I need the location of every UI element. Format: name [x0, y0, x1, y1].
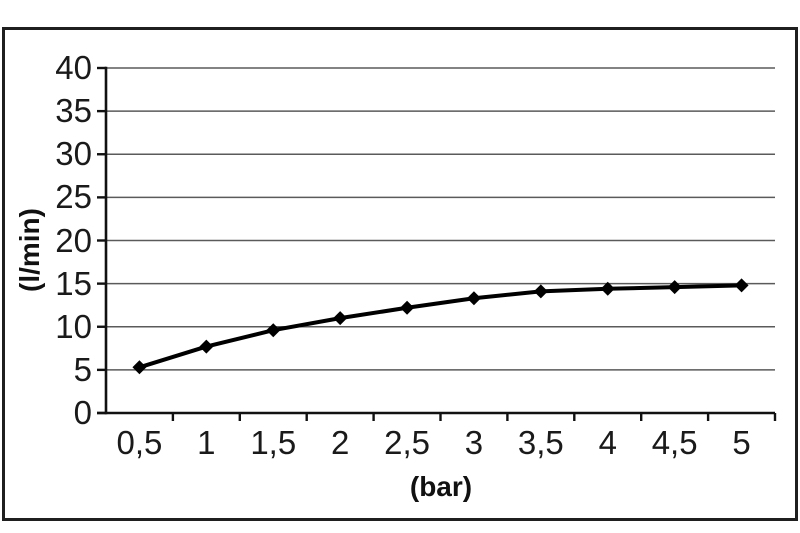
data-point-marker: [734, 278, 749, 293]
data-point-marker: [600, 281, 615, 296]
y-tick-label: 5: [73, 350, 92, 388]
series-line: [137, 283, 744, 370]
x-tick-label: 5: [732, 424, 751, 461]
x-tick-label: 2,5: [384, 424, 430, 461]
x-axis-ticks: [171, 413, 777, 421]
y-axis-ticks: [97, 66, 106, 415]
series-markers: [132, 278, 749, 375]
x-tick-label: 1,5: [250, 424, 297, 461]
chart-frame: [2, 27, 798, 521]
x-tick-label: 3,5: [517, 424, 564, 461]
data-point-marker: [400, 300, 415, 315]
x-tick-label: 2: [330, 424, 350, 461]
y-tick-label: 30: [55, 135, 92, 173]
y-tick-label: 20: [55, 221, 92, 259]
data-point-marker: [132, 360, 147, 375]
data-point-marker: [667, 280, 682, 295]
gridlines: [106, 67, 775, 371]
y-tick-label: 15: [55, 264, 92, 302]
y-tick-label: 35: [55, 92, 92, 130]
data-point-marker: [466, 291, 481, 306]
x-tick-label: 0,5: [116, 424, 163, 461]
x-tick-label: 4,5: [651, 424, 698, 461]
data-point-marker: [333, 311, 348, 326]
y-tick-label: 40: [55, 49, 92, 86]
x-axis-title: (bar): [409, 471, 473, 502]
y-tick-label: 25: [55, 178, 92, 216]
x-tick-label: 4: [598, 424, 617, 461]
data-point-marker: [199, 339, 214, 354]
y-tick-label: 10: [55, 307, 92, 345]
data-point-marker: [533, 284, 548, 299]
data-point-marker: [266, 323, 281, 338]
x-tick-label: 1: [197, 424, 216, 461]
y-axis-title: (l/min): [14, 208, 45, 292]
x-tick-label: 3: [464, 424, 484, 461]
y-tick-label: 0: [73, 394, 92, 431]
